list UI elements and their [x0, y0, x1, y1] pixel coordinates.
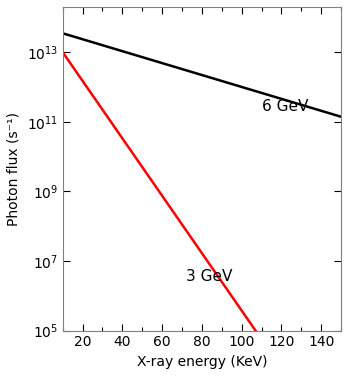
X-axis label: X-ray energy (KeV): X-ray energy (KeV) — [137, 355, 267, 369]
Text: 6 GeV: 6 GeV — [262, 99, 308, 114]
Text: 3 GeV: 3 GeV — [186, 269, 232, 284]
Y-axis label: Photon flux (s⁻¹): Photon flux (s⁻¹) — [7, 112, 21, 226]
